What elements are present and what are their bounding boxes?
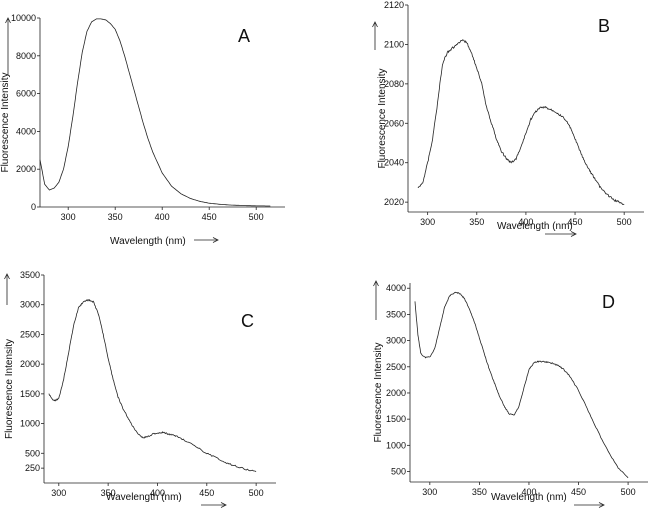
- x-tick-label: 450: [571, 487, 586, 497]
- y-tick-label: 3000: [20, 300, 40, 310]
- x-axis-label: Wavelength (nm): [497, 221, 573, 232]
- y-axis-label: Fluorescence Intensity: [377, 68, 388, 168]
- y-tick-label: 2060: [384, 118, 404, 128]
- x-axis-label: Wavelength (nm): [106, 492, 182, 503]
- x-axis-label: Wavelength (nm): [491, 492, 567, 503]
- y-tick-label: 2100: [384, 39, 404, 49]
- y-tick-label: 4000: [16, 126, 36, 136]
- y-tick-label: 1500: [386, 414, 406, 424]
- x-tick-label: 300: [61, 212, 76, 222]
- panel-d: 300 350 400 450 500 500 1000 1500 2000 2500 3000 35…: [373, 280, 648, 508]
- x-tick-label: 350: [101, 488, 116, 498]
- y-tick-label: 8000: [16, 51, 36, 61]
- y-axis-label: Fluorescence Intensity: [373, 342, 384, 442]
- panel-a: 300 350 400 450 500 0 2000 4000 6000 8000 10000 A Wa…: [0, 13, 285, 247]
- y-tick-label: 2000: [386, 388, 406, 398]
- panel-c: 300 350 400 450 500 250 500 1000 1500 2000 2500 300…: [4, 270, 276, 508]
- x-arrowhead-icon: [570, 231, 577, 237]
- x-tick-label: 450: [199, 488, 214, 498]
- panel-b: 300 350 400 450 500 2020 2040 2060 2080 2100 2120 B…: [372, 0, 644, 237]
- y-tick-label: 3500: [20, 270, 40, 280]
- y-tick-label: 0: [31, 202, 36, 212]
- x-tick-label: 300: [420, 217, 435, 227]
- y-tick-label: 2500: [386, 362, 406, 372]
- x-tick-label: 400: [155, 212, 170, 222]
- x-tick-label: 500: [621, 487, 636, 497]
- y-tick-label: 2000: [20, 359, 40, 369]
- y-axis-label: Fluorescence Intensity: [0, 72, 11, 172]
- x-arrowhead-icon: [598, 502, 605, 508]
- y-tick-label: 2120: [384, 0, 404, 10]
- x-tick-label: 500: [249, 212, 264, 222]
- series-line-c: [48, 299, 257, 473]
- x-arrowhead-icon: [220, 502, 227, 508]
- x-tick-label: 500: [249, 488, 264, 498]
- x-tick-label: 400: [150, 488, 165, 498]
- x-tick-label: 350: [108, 212, 123, 222]
- y-tick-label: 1500: [20, 389, 40, 399]
- x-tick-label: 350: [472, 487, 487, 497]
- y-arrowhead-icon: [373, 280, 379, 287]
- y-axis-label: Fluorescence Intensity: [4, 339, 15, 439]
- x-tick-label: 450: [202, 212, 217, 222]
- y-tick-label: 500: [25, 448, 40, 458]
- y-arrowhead-icon: [372, 21, 378, 28]
- y-tick-label: 3000: [386, 336, 406, 346]
- series-line-a: [39, 18, 271, 207]
- y-tick-label: 250: [25, 463, 40, 473]
- y-tick-label: 3500: [386, 309, 406, 319]
- y-tick-label: 10000: [11, 13, 36, 23]
- series-line-b: [417, 39, 625, 206]
- y-tick-label: 1000: [386, 440, 406, 450]
- x-tick-label: 350: [469, 217, 484, 227]
- panel-label: D: [602, 292, 615, 312]
- x-tick-label: 400: [518, 217, 533, 227]
- x-tick-label: 300: [51, 488, 66, 498]
- y-arrowhead-icon: [5, 17, 11, 24]
- y-tick-label: 500: [391, 467, 406, 477]
- panel-label: C: [241, 311, 254, 331]
- series-line-d: [414, 291, 629, 479]
- panel-label: B: [598, 16, 610, 36]
- y-arrowhead-icon: [4, 273, 10, 280]
- y-tick-label: 2080: [384, 79, 404, 89]
- x-tick-label: 500: [617, 217, 632, 227]
- y-tick-label: 4000: [386, 283, 406, 293]
- y-tick-label: 1000: [20, 419, 40, 429]
- x-tick-label: 450: [568, 217, 583, 227]
- panel-label: A: [238, 26, 250, 46]
- x-tick-label: 400: [521, 487, 536, 497]
- x-arrowhead-icon: [212, 237, 219, 243]
- y-tick-label: 2020: [384, 197, 404, 207]
- y-tick-label: 6000: [16, 89, 36, 99]
- y-tick-label: 2040: [384, 158, 404, 168]
- x-tick-label: 300: [422, 487, 437, 497]
- x-axis-label: Wavelength (nm): [110, 236, 186, 247]
- y-tick-label: 2500: [20, 329, 40, 339]
- y-tick-label: 2000: [16, 164, 36, 174]
